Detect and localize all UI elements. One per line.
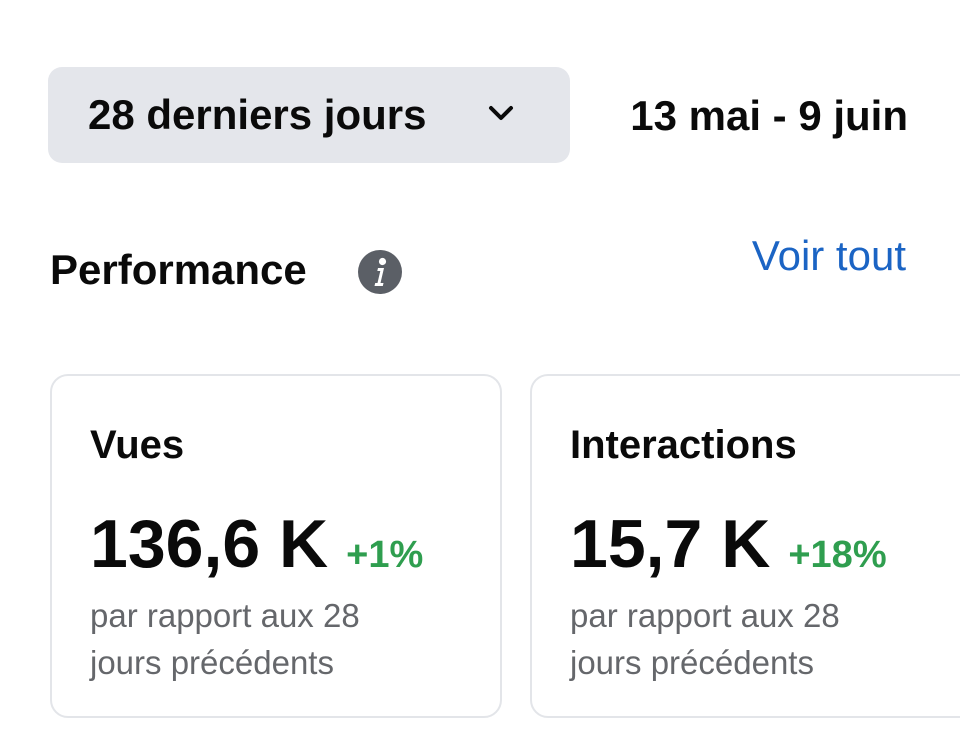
card-comparison-text: par rapport aux 28 jours précédents <box>570 597 840 681</box>
date-range-dropdown[interactable]: 28 derniers jours <box>48 67 570 163</box>
card-title: Vues <box>90 423 185 467</box>
views-card[interactable]: Vues 136,6 K +1% par rapport aux 28 jour… <box>50 374 502 718</box>
card-change: +1% <box>346 534 424 576</box>
date-range-text: 13 mai - 9 juin <box>630 92 908 139</box>
performance-title: Performance <box>50 246 307 293</box>
see-all-link[interactable]: Voir tout <box>751 232 906 279</box>
card-value: 136,6 K <box>90 506 329 582</box>
card-change: +18% <box>788 534 887 576</box>
card-title: Interactions <box>570 423 797 467</box>
date-range-dropdown-label: 28 derniers jours <box>88 91 427 138</box>
card-value-row: 136,6 K +1% <box>90 504 423 584</box>
card-value-row: 15,7 K +18% <box>570 504 887 584</box>
chevron-down-icon <box>489 106 513 120</box>
interactions-card[interactable]: Interactions 15,7 K +18% par rapport aux… <box>530 374 960 718</box>
info-icon[interactable] <box>357 249 403 295</box>
card-comparison-text: par rapport aux 28 jours précédents <box>90 597 360 681</box>
card-value: 15,7 K <box>570 506 771 582</box>
